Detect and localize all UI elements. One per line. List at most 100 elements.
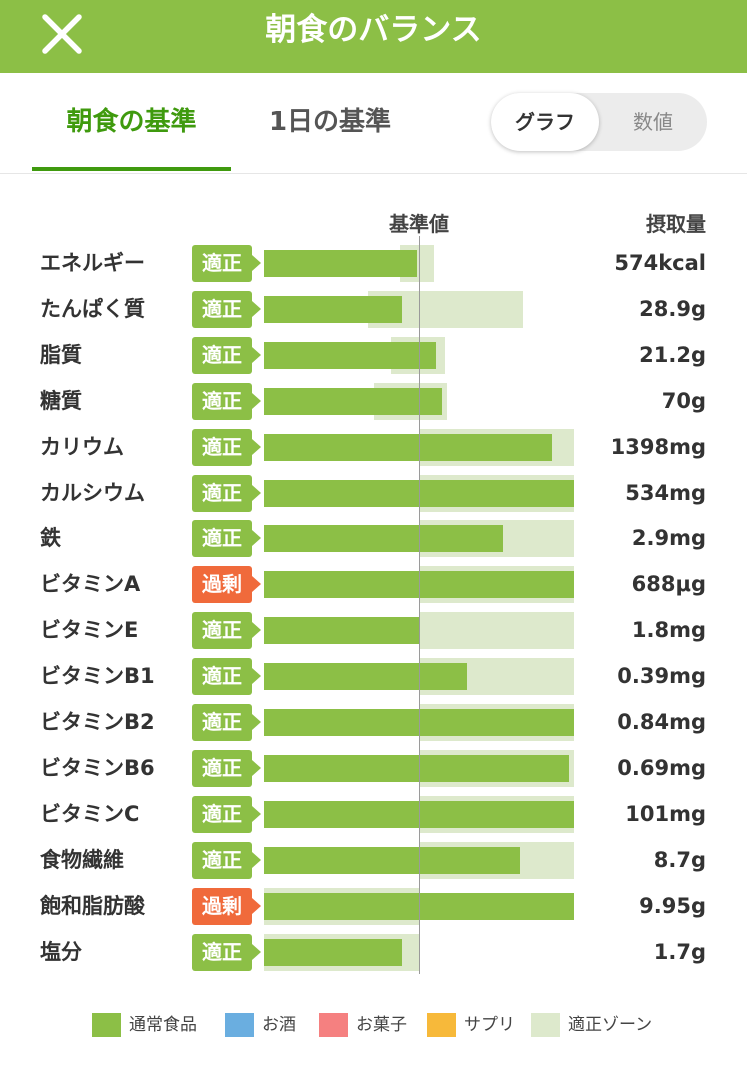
intake-value: 28.9g	[639, 296, 706, 321]
status-badge: 適正	[192, 749, 261, 787]
intake-value: 0.39mg	[617, 664, 706, 689]
status-badge: 適正	[192, 382, 261, 420]
intake-value: 534mg	[625, 480, 706, 505]
legend-label: 通常食品	[129, 1015, 197, 1035]
nutrient-name: ビタミンE	[40, 618, 139, 643]
status-badge: 適正	[192, 658, 261, 696]
intake-bar	[264, 295, 402, 323]
intake-bar	[264, 433, 553, 461]
nutrient-row: ビタミンB2 適正 0.84mg	[0, 699, 747, 745]
nutrient-row: カルシウム 適正 534mg	[0, 470, 747, 516]
intake-bar	[264, 846, 520, 874]
nutrient-name: ビタミンA	[40, 572, 141, 597]
legend-swatch	[531, 1013, 560, 1037]
intake-bar	[264, 617, 419, 645]
intake-bar	[264, 387, 443, 415]
nutrient-row: ビタミンE 適正 1.8mg	[0, 607, 747, 653]
legend-label: お菓子	[356, 1015, 407, 1035]
intake-bar	[264, 938, 402, 966]
view-toggle: グラフ 数値	[491, 93, 707, 151]
nutrient-name: 飽和脂肪酸	[40, 893, 145, 918]
nutrient-name: 塩分	[40, 939, 82, 964]
page-title: 朝食のバランス	[265, 12, 482, 48]
intake-value: 8.7g	[653, 847, 706, 872]
status-badge: 適正	[192, 841, 261, 879]
legend-swatch	[319, 1013, 348, 1037]
nutrient-row: エネルギー 適正 574kcal	[0, 240, 747, 286]
standard-reference-line	[419, 236, 420, 974]
legend-label: お酒	[262, 1015, 296, 1035]
status-badge: 過剰	[192, 566, 261, 604]
active-tab-indicator	[32, 167, 231, 171]
status-badge: 適正	[192, 612, 261, 650]
tab-bar: 朝食の基準 1日の基準 グラフ 数値	[0, 73, 747, 174]
nutrient-name: 鉄	[40, 526, 61, 551]
status-badge: 適正	[192, 795, 261, 833]
legend: 通常食品 お酒 お菓子 サプリ 適正ゾーン	[0, 1010, 747, 1040]
nutrient-name: 糖質	[40, 388, 82, 413]
intake-value: 0.84mg	[617, 710, 706, 734]
nutrient-name: エネルギー	[40, 251, 145, 275]
status-badge: 適正	[192, 933, 261, 971]
intake-value: 688μg	[631, 572, 706, 597]
nutrient-name: ビタミンB1	[40, 664, 155, 689]
status-badge: 適正	[192, 704, 261, 741]
nutrient-row: たんぱく質 適正 28.9g	[0, 286, 747, 332]
nutrient-row: ビタミンB6 適正 0.69mg	[0, 745, 747, 791]
nutrient-name: ビタミンB6	[40, 755, 155, 780]
status-badge: 過剰	[192, 887, 261, 925]
nutrient-row: 脂質 適正 21.2g	[0, 332, 747, 378]
intake-bar	[264, 663, 468, 691]
intake-value: 70g	[661, 388, 706, 413]
nutrient-name: 脂質	[40, 342, 82, 367]
intake-value: 9.95g	[639, 893, 706, 918]
intake-value: 574kcal	[614, 251, 706, 275]
nutrient-row: 食物繊維 適正 8.7g	[0, 837, 747, 883]
app-header: 朝食のバランス	[0, 0, 747, 73]
intake-value: 0.69mg	[617, 755, 706, 780]
close-icon[interactable]	[40, 12, 84, 56]
column-header-intake: 摂取量	[646, 212, 706, 236]
nutrient-name: 食物繊維	[40, 847, 124, 872]
intake-bar	[264, 341, 437, 369]
intake-bar	[264, 754, 570, 782]
intake-value: 101mg	[625, 801, 706, 826]
status-badge: 適正	[192, 428, 261, 466]
nutrient-row: 塩分 適正 1.7g	[0, 929, 747, 975]
toggle-graph[interactable]: グラフ	[491, 93, 599, 151]
tab-daily-standard[interactable]: 1日の基準	[268, 107, 392, 137]
intake-value: 1.7g	[653, 939, 706, 964]
intake-bar	[264, 525, 503, 553]
nutrient-name: たんぱく質	[40, 296, 145, 321]
status-badge: 適正	[192, 245, 261, 282]
status-badge: 適正	[192, 520, 261, 558]
status-badge: 適正	[192, 474, 261, 512]
appropriate-zone	[419, 612, 574, 650]
nutrient-name: ビタミンC	[40, 801, 140, 826]
nutrient-row: ビタミンB1 適正 0.39mg	[0, 653, 747, 699]
legend-swatch	[225, 1013, 254, 1037]
close-icon-glyph	[42, 14, 82, 54]
nutrient-row: 飽和脂肪酸 過剰 9.95g	[0, 883, 747, 929]
toggle-numeric[interactable]: 数値	[633, 110, 673, 134]
nutrient-row: ビタミンC 適正 101mg	[0, 791, 747, 837]
intake-value: 1398mg	[610, 434, 706, 459]
column-header-standard: 基準値	[389, 212, 449, 236]
nutrient-row: 糖質 適正 70g	[0, 378, 747, 424]
status-badge: 適正	[192, 336, 261, 374]
intake-bar	[264, 250, 418, 277]
nutrient-row: カリウム 適正 1398mg	[0, 424, 747, 470]
nutrient-row: ビタミンA 過剰 688μg	[0, 561, 747, 607]
tab-breakfast-standard[interactable]: 朝食の基準	[66, 107, 197, 137]
intake-value: 21.2g	[639, 342, 706, 367]
nutrient-name: ビタミンB2	[40, 710, 155, 734]
status-badge: 適正	[192, 290, 261, 328]
legend-label: 適正ゾーン	[568, 1015, 653, 1035]
nutrient-name: カリウム	[40, 434, 124, 459]
nutrient-name: カルシウム	[40, 480, 145, 505]
intake-value: 2.9mg	[631, 526, 706, 551]
legend-swatch	[92, 1013, 121, 1037]
nutrient-row: 鉄 適正 2.9mg	[0, 515, 747, 561]
legend-swatch	[427, 1013, 456, 1037]
intake-value: 1.8mg	[631, 618, 706, 643]
